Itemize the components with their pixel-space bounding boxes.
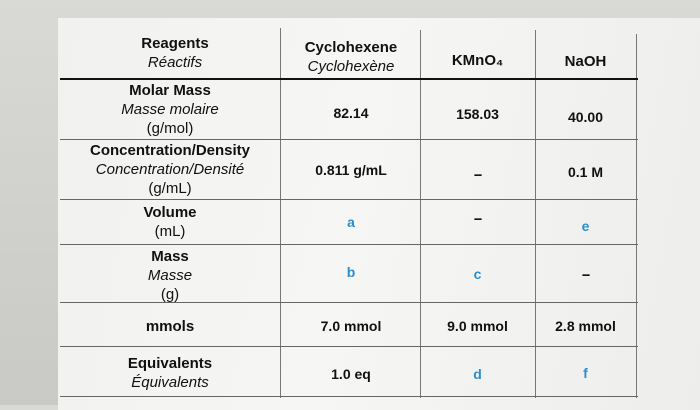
concentration-cyclohexene: 0.811 g/mL [315,162,387,178]
volume-kmno4: -- [473,210,482,226]
mmols-naoh: 2.8 mmol [555,318,616,334]
naoh-header: NaOH [564,53,607,70]
mass-naoh: -- [581,266,590,282]
table-sheet [58,18,700,410]
molar-mass-naoh: 40.00 [567,109,604,125]
row-divider [60,346,638,347]
kmno4-header: KMnO₄ [451,52,504,69]
column-divider [280,28,281,398]
row-divider [60,302,638,303]
column-divider [636,34,637,398]
reagents-header: Reagents Réactifs [90,34,260,72]
molar-mass-cyclohexene: 82.14 [333,105,369,121]
mass-kmno4: c [473,266,482,282]
header-divider [60,78,638,80]
concentration-kmno4: -- [473,166,482,182]
cyclohexene-label-fr: Cyclohexène [307,58,395,75]
volume-naoh: e [581,218,590,234]
reagents-label-en: Reagents [141,35,209,52]
mmols-label: mmols [145,318,195,335]
equivalents-label: Equivalents Équivalents [127,355,213,391]
cyclohexene-label-en: Cyclohexene [304,39,398,56]
row-divider [60,139,638,140]
volume-cyclohexene: a [347,214,355,230]
mmols-cyclohexene: 7.0 mmol [320,318,382,334]
equivalents-cyclohexene: 1.0 eq [331,366,371,382]
volume-label: Volume (mL) [143,204,197,240]
mass-label: Mass Masse (g) [147,248,193,303]
row-divider [60,396,638,397]
row-divider [60,199,638,200]
mmols-kmno4: 9.0 mmol [447,318,508,334]
column-divider [420,30,421,398]
molar-mass-kmno4: 158.03 [456,106,499,122]
equivalents-naoh: f [583,365,588,381]
equivalents-kmno4: d [473,366,482,382]
mass-cyclohexene: b [346,264,356,280]
cyclohexene-header: Cyclohexene Cyclohexène [282,38,420,76]
concentration-label: Concentration/Density Concentration/Dens… [89,142,251,197]
reagents-label-fr: Réactifs [147,54,203,71]
molar-mass-label: Molar Mass Masse molaire (g/mol) [121,82,219,137]
concentration-naoh: 0.1 M [567,164,603,180]
row-divider [60,244,638,245]
column-divider [535,30,536,398]
